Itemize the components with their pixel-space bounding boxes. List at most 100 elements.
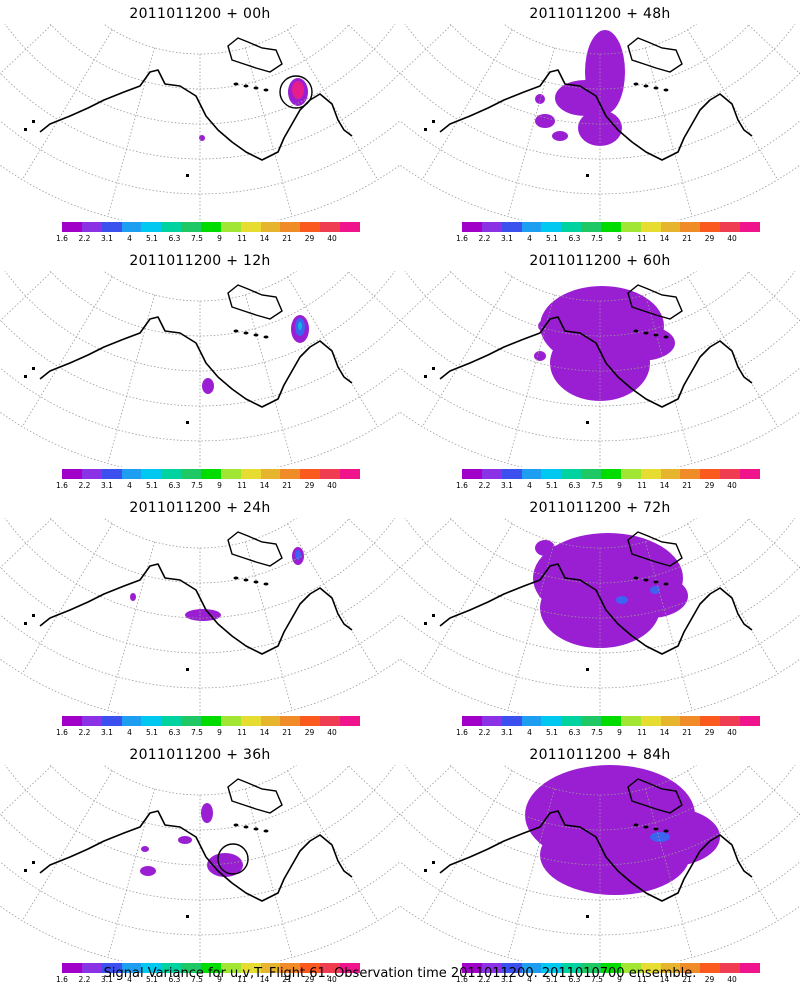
island <box>186 668 189 671</box>
island <box>233 82 239 86</box>
colorbar-label: 11 <box>237 234 247 243</box>
colorbar-segment <box>620 222 641 232</box>
colorbar-label: 5.1 <box>146 234 158 243</box>
island <box>653 86 659 90</box>
colorbar-segment <box>201 222 221 232</box>
latitude-line <box>400 319 800 407</box>
colorbar-label: 2.2 <box>478 728 491 737</box>
colorbar-segment <box>320 716 341 726</box>
longitude-line <box>421 523 513 674</box>
panel-title: 2011011200 + 00h <box>129 6 271 22</box>
island <box>243 331 249 335</box>
variance-blob-purple <box>201 803 213 823</box>
forecast-panel-12h: 2011011200 + 12h 1.6 2.2 3.1 4 5.1 6.3 7.5 9 11 14… <box>0 247 400 492</box>
island <box>243 578 249 582</box>
colorbar-label: 14 <box>659 728 670 737</box>
colorbar-segment <box>660 963 681 973</box>
colorbar-segment <box>201 716 221 726</box>
colorbar-segment <box>300 963 321 973</box>
colorbar-segment <box>280 716 301 726</box>
longitude-line <box>21 276 113 427</box>
colorbar-label: 14 <box>659 481 670 490</box>
colorbar-label: 2.2 <box>478 234 491 243</box>
colorbar <box>462 222 760 232</box>
colorbar-segment <box>240 716 261 726</box>
island <box>233 823 239 827</box>
colorbar-label: 3.1 <box>101 481 113 490</box>
colorbar-segment <box>601 222 621 232</box>
coastline <box>39 69 353 161</box>
colorbar-label: 5.1 <box>146 728 158 737</box>
colorbar-segment <box>601 469 621 479</box>
island <box>653 827 659 831</box>
map-00h <box>0 24 400 220</box>
colorbar-segment <box>561 222 582 232</box>
colorbar-segment <box>141 222 162 232</box>
colorbar-segment <box>601 963 621 973</box>
colorbar-label: 40 <box>327 234 337 243</box>
coastline <box>39 563 353 655</box>
colorbar-label: 3.1 <box>501 481 513 490</box>
colorbar-segment <box>581 222 602 232</box>
colorbar-segment <box>161 716 182 726</box>
colorbar-label: 4 <box>527 481 532 490</box>
longitude-line <box>21 770 113 921</box>
island <box>586 915 589 918</box>
colorbar-label: 7.5 <box>191 975 203 984</box>
colorbar-segment <box>300 716 321 726</box>
colorbar-label: 1.6 <box>456 481 468 490</box>
longitude-line <box>245 541 293 711</box>
colorbar-segment <box>181 963 202 973</box>
arctic-islands <box>227 37 283 73</box>
island <box>253 333 259 337</box>
island <box>253 827 259 831</box>
colorbar-segment <box>101 469 122 479</box>
colorbar-segment <box>141 716 162 726</box>
latitude-line <box>404 765 796 866</box>
latitude-line <box>449 518 751 584</box>
island <box>233 329 239 333</box>
colorbar <box>62 716 360 726</box>
colorbar-segment <box>581 469 602 479</box>
colorbar-label: 3.1 <box>501 728 513 737</box>
colorbar-segment <box>501 963 522 973</box>
colorbar-segment <box>260 716 281 726</box>
island <box>424 869 427 872</box>
island <box>253 580 259 584</box>
latitude-line <box>0 319 400 407</box>
colorbar-segment <box>481 222 502 232</box>
colorbar-label: 29 <box>304 728 315 737</box>
colorbar-label: 4 <box>127 481 132 490</box>
island <box>643 578 649 582</box>
colorbar-label: 7.5 <box>591 234 603 243</box>
colorbar-label: 11 <box>237 975 247 984</box>
variance-blob-purple <box>555 80 615 116</box>
colorbar-segment <box>660 716 681 726</box>
colorbar-segment <box>101 222 122 232</box>
colorbar-segment <box>121 469 142 479</box>
colorbar-label: 3.1 <box>101 975 113 984</box>
variance-blob-purple <box>535 114 555 128</box>
colorbar-label: 21 <box>282 975 292 984</box>
island <box>432 614 435 617</box>
longitude-line <box>645 47 693 217</box>
colorbar-segment <box>640 963 661 973</box>
panel-title: 2011011200 + 24h <box>129 500 271 516</box>
longitude-line <box>0 765 50 787</box>
colorbar-labels: 1.6 2.2 3.1 4 5.1 6.3 7.5 9 11 14 21 29 40 <box>456 234 760 244</box>
colorbar-label: 6.3 <box>568 975 581 984</box>
longitude-line <box>400 24 450 46</box>
colorbar-label: 11 <box>637 728 647 737</box>
colorbar-segment <box>240 222 261 232</box>
longitude-line <box>245 788 293 958</box>
colorbar-label: 5.1 <box>146 975 158 984</box>
colorbar-label: 9 <box>617 728 622 737</box>
observation-circle <box>279 75 313 109</box>
colorbar-segment <box>541 963 562 973</box>
colorbar-label: 1.6 <box>56 728 68 737</box>
colorbar-segment <box>280 469 301 479</box>
island <box>233 576 239 580</box>
longitude-line <box>746 24 800 75</box>
colorbar-segment <box>81 222 102 232</box>
colorbar-segment <box>340 222 360 232</box>
